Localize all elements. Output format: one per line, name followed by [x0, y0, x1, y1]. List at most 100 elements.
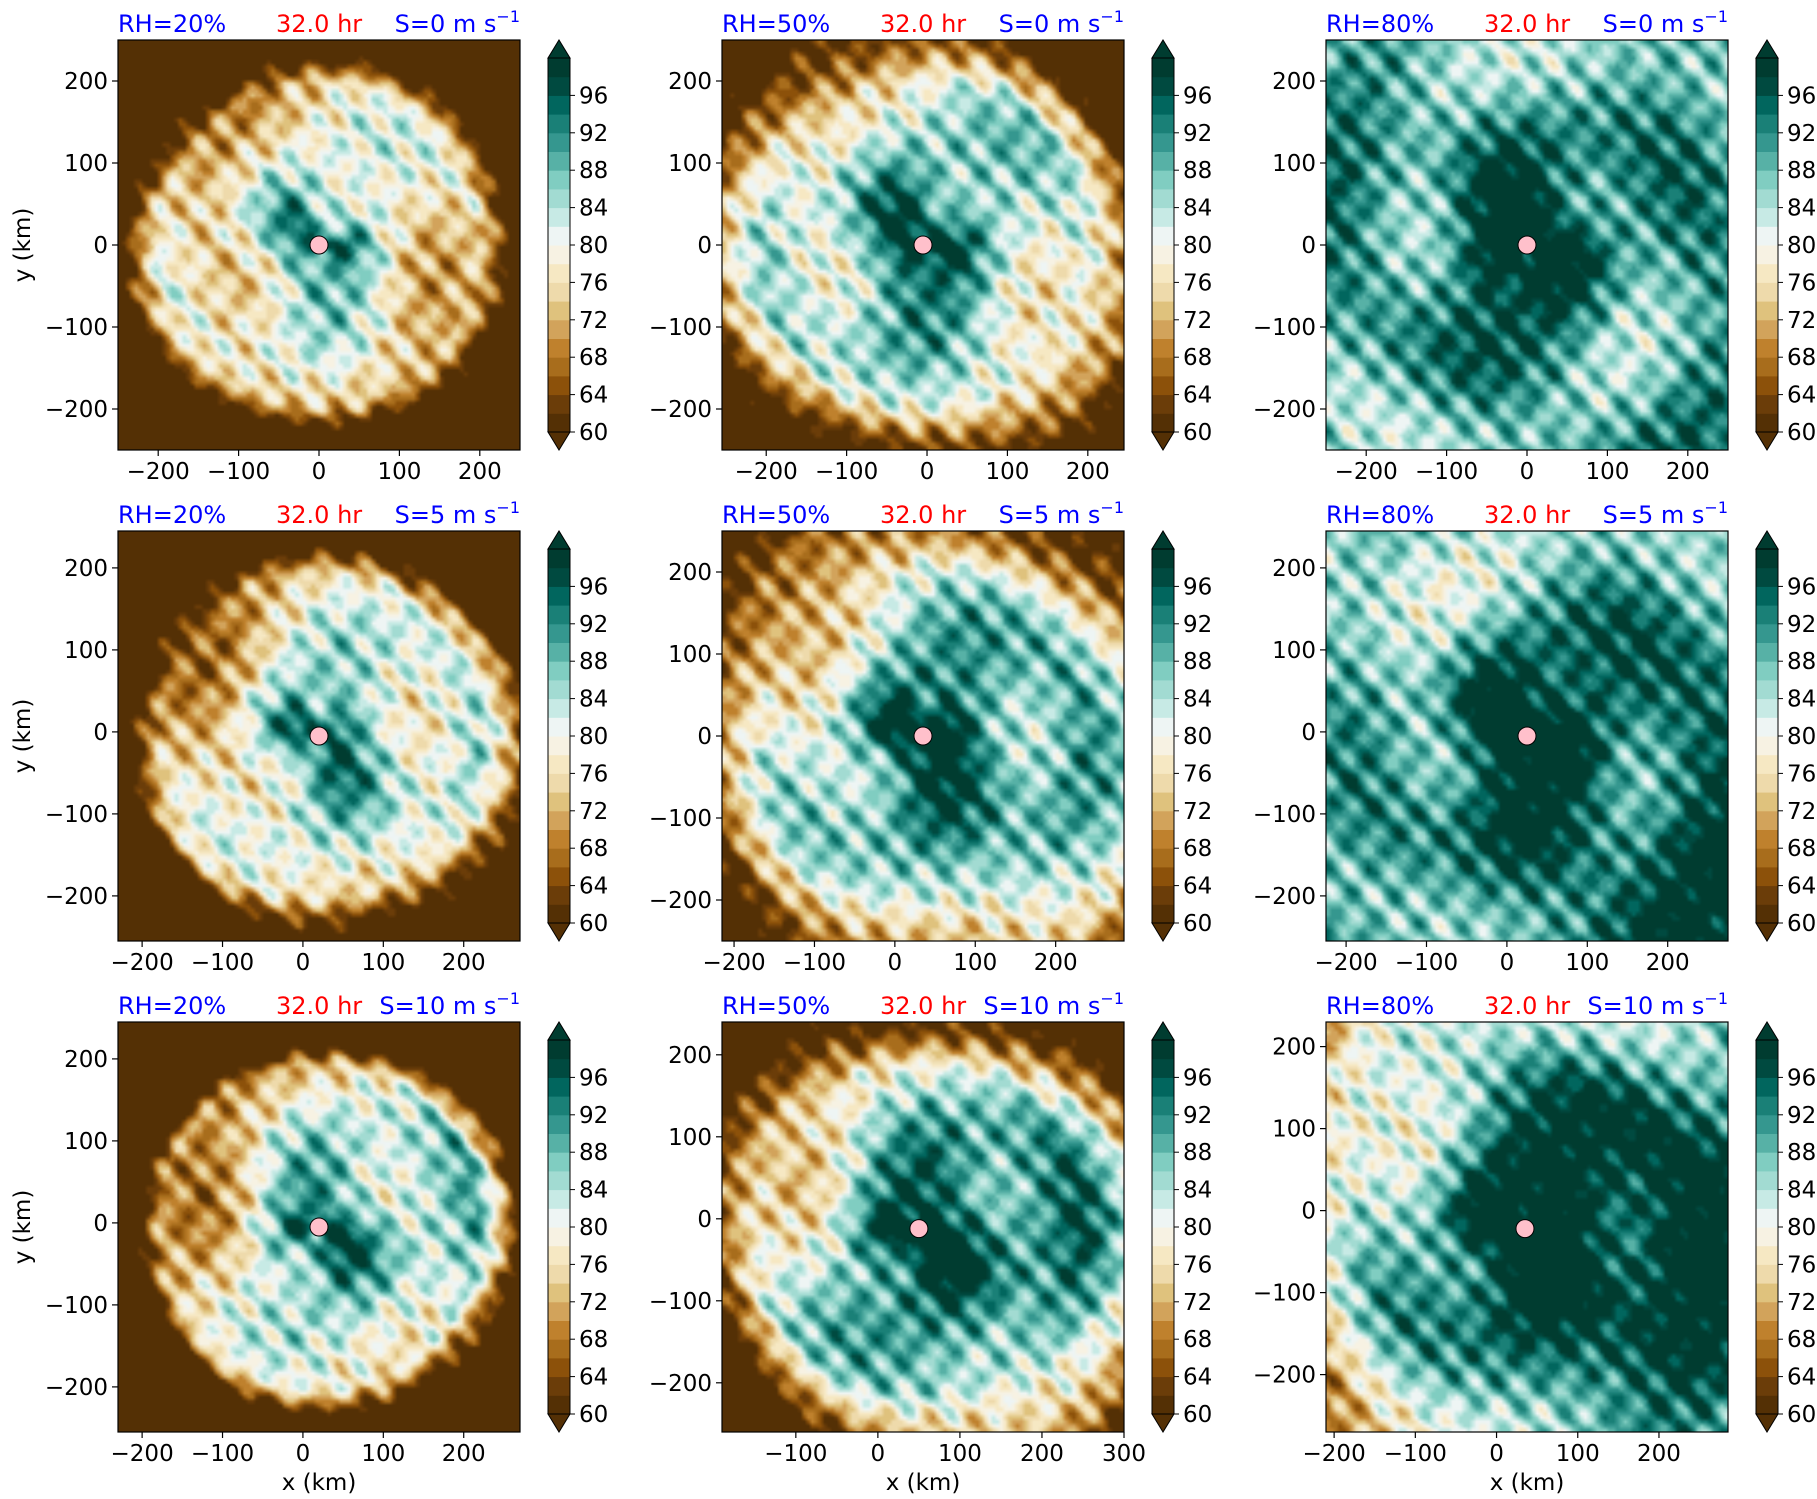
colorbar-swatch — [1756, 76, 1778, 96]
colorbar-swatch — [1756, 1208, 1778, 1228]
x-tick-label: 0 — [296, 950, 311, 976]
colorbar-tick-label: 88 — [1787, 1140, 1816, 1166]
colorbar-swatch — [1152, 1283, 1174, 1303]
time-title: 32.0 hr — [276, 10, 362, 38]
colorbar-swatch — [1756, 375, 1778, 396]
shear-base: S=0 m s — [395, 10, 497, 38]
colorbar-swatch — [1756, 1170, 1778, 1191]
y-tick-label: 100 — [668, 642, 712, 668]
colorbar-tick-label: 96 — [1183, 574, 1212, 600]
x-tick-label: 100 — [985, 459, 1029, 485]
colorbar-swatch — [548, 375, 570, 396]
colorbar-swatch — [1152, 717, 1174, 737]
x-tick-label: −100 — [764, 1441, 827, 1467]
colorbar-swatch — [1756, 394, 1778, 414]
colorbar-swatch — [1756, 1133, 1778, 1153]
colorbar-swatch — [1756, 1114, 1778, 1134]
colorbar-max-arrow — [1151, 39, 1175, 59]
shear-title: S=0 m s−1 — [999, 7, 1124, 38]
colorbar-swatch — [1756, 717, 1778, 737]
colorbar-swatch — [1152, 1395, 1174, 1415]
colorbar-tick-label: 92 — [1787, 612, 1816, 638]
y-tick-label: −100 — [45, 802, 108, 828]
colorbar-swatch — [1756, 207, 1778, 227]
y-axis-label: y (km) — [10, 699, 36, 774]
colorbar-swatch — [548, 1245, 570, 1265]
colorbar-tick-label: 88 — [1183, 649, 1212, 675]
colorbar-swatch — [548, 1058, 570, 1078]
y-tick-label: −200 — [649, 888, 712, 914]
colorbar-tick-label: 72 — [1787, 308, 1816, 334]
x-tick-label: 100 — [377, 459, 421, 485]
y-tick-label: −200 — [45, 884, 108, 910]
colorbar-swatch — [1756, 829, 1778, 849]
colorbar-tick-label: 88 — [579, 1140, 608, 1166]
colorbar-swatch — [1152, 1208, 1174, 1228]
colorbar-tick-label: 64 — [1787, 1365, 1816, 1391]
colorbar-swatch — [1152, 605, 1174, 625]
shear-title: S=10 m s−1 — [983, 989, 1124, 1020]
x-tick-label: 0 — [312, 459, 327, 485]
colorbar-swatch — [1152, 1096, 1174, 1116]
colorbar-min-arrow — [547, 922, 571, 942]
colorbar-swatch — [548, 549, 570, 569]
colorbar-swatch — [548, 207, 570, 227]
x-tick-label: −100 — [191, 950, 254, 976]
colorbar-swatch — [1152, 95, 1174, 115]
panel-8: −100 0 100 200 300 −200 −100 0 100 200 x (km) RH=50… — [649, 989, 1212, 1496]
colorbar-swatch — [1756, 773, 1778, 793]
shear-base: S=5 m s — [395, 501, 497, 529]
colorbar-tick-label: 60 — [1787, 911, 1816, 937]
colorbar-tick-label: 80 — [1183, 233, 1212, 259]
colorbar-swatch — [548, 736, 570, 756]
panel-1: −200 −100 0 100 200 −200 −100 0 100 200 y (km) RH=2… — [10, 7, 608, 485]
colorbar-tick-label: 68 — [579, 1327, 608, 1353]
y-tick-label: −100 — [1253, 315, 1316, 341]
colorbar-tick-label: 88 — [1787, 158, 1816, 184]
x-tick-label: 0 — [296, 1441, 311, 1467]
colorbar-tick-label: 64 — [579, 1365, 608, 1391]
x-tick-label: 200 — [442, 1441, 486, 1467]
colorbar-swatch — [1756, 1227, 1778, 1247]
colorbar-swatch — [1152, 245, 1174, 265]
x-tick-label: 0 — [871, 1441, 886, 1467]
colorbar-tick-label: 76 — [1787, 1252, 1816, 1278]
colorbar-swatch — [1756, 1357, 1778, 1378]
colorbar-swatch — [1756, 567, 1778, 587]
colorbar-swatch — [548, 76, 570, 96]
colorbar-swatch — [1152, 151, 1174, 171]
y-tick-label: 0 — [697, 1207, 712, 1233]
y-tick-label: 100 — [1272, 1117, 1316, 1143]
colorbar-tick-label: 76 — [1787, 270, 1816, 296]
colorbar-swatch — [1152, 623, 1174, 643]
colorbar-swatch — [548, 1152, 570, 1172]
colorbar-swatch — [548, 848, 570, 868]
y-tick-label: −100 — [45, 1293, 108, 1319]
x-tick-label: 0 — [1489, 1441, 1504, 1467]
colorbar-swatch — [1152, 282, 1174, 302]
colorbar-swatch — [548, 829, 570, 849]
colorbar: 60 64 68 72 76 80 84 88 92 96 — [547, 39, 608, 451]
colorbar-swatch — [1152, 58, 1174, 78]
colorbar-swatch — [548, 679, 570, 700]
colorbar-swatch — [548, 1114, 570, 1134]
storm-center-marker — [309, 726, 329, 746]
colorbar-tick-label: 92 — [1183, 121, 1212, 147]
colorbar-tick-label: 68 — [1787, 345, 1816, 371]
y-tick-label: −100 — [1253, 1281, 1316, 1307]
colorbar-swatch — [548, 301, 570, 321]
plot-frame — [1325, 1021, 1729, 1433]
panel-2: −200 −100 0 100 200 −200 −100 0 100 200 RH=50% 32.0… — [649, 7, 1212, 485]
y-tick-label: 0 — [697, 724, 712, 750]
colorbar-swatch — [1152, 263, 1174, 283]
colorbar-swatch — [548, 1208, 570, 1228]
y-tick-label: 100 — [64, 1129, 108, 1155]
colorbar-tick-label: 96 — [579, 574, 608, 600]
shear-title: S=10 m s−1 — [379, 989, 520, 1020]
x-tick-label: −100 — [783, 950, 846, 976]
colorbar-swatch — [548, 773, 570, 793]
colorbar: 60 64 68 72 76 80 84 88 92 96 — [1151, 39, 1212, 451]
y-tick-label: 200 — [64, 1047, 108, 1073]
colorbar-swatch — [1152, 1357, 1174, 1378]
shear-exponent: −1 — [1704, 498, 1728, 517]
